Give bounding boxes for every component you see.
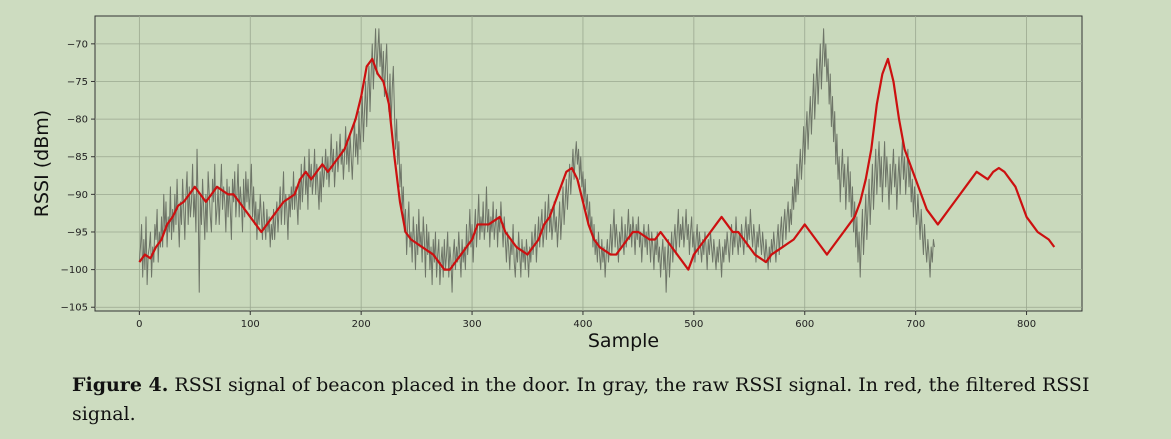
filtered-rssi-line	[138, 57, 1056, 271]
raw-rssi-line	[138, 28, 935, 293]
x-axis-title: Sample	[588, 330, 659, 352]
y-axis-title: RSSI (dBm)	[31, 110, 53, 217]
y-tick-label: −95	[67, 227, 88, 238]
series-layer	[138, 28, 1056, 293]
y-tick-label: −90	[67, 190, 88, 201]
caption-label: Figure 4.	[72, 374, 169, 396]
x-tick-label: 200	[352, 319, 371, 330]
y-tick-label: −75	[67, 77, 88, 88]
plot-area	[94, 15, 1083, 312]
x-tick-label: 500	[684, 319, 703, 330]
x-tick-label: 0	[136, 319, 142, 330]
caption-text: RSSI signal of beacon placed in the door…	[72, 374, 1090, 425]
x-tick-label: 100	[241, 319, 260, 330]
chart-canvas: 0 100 200 300 400 500 600 700 800 −70 −75 −80 −85 −9…	[31, 15, 1083, 352]
y-tick-label: −100	[61, 265, 88, 276]
y-axis: −70 −75 −80 −85 −90 −95 −100 −105	[61, 39, 95, 314]
y-tick-label: −85	[67, 152, 88, 163]
y-tick-label: −70	[67, 39, 88, 50]
x-tick-label: 600	[795, 319, 814, 330]
figure-caption: Figure 4. RSSI signal of beacon placed i…	[72, 371, 1112, 429]
y-tick-label: −80	[67, 115, 88, 126]
x-tick-label: 700	[906, 319, 925, 330]
y-tick-label: −105	[61, 303, 88, 314]
x-tick-label: 800	[1017, 319, 1036, 330]
x-tick-label: 300	[463, 319, 482, 330]
x-axis: 0 100 200 300 400 500 600 700 800	[136, 311, 1036, 330]
x-tick-label: 400	[573, 319, 592, 330]
rssi-chart: 0 100 200 300 400 500 600 700 800 −70 −75 −80 −85 −9…	[31, 15, 1083, 352]
